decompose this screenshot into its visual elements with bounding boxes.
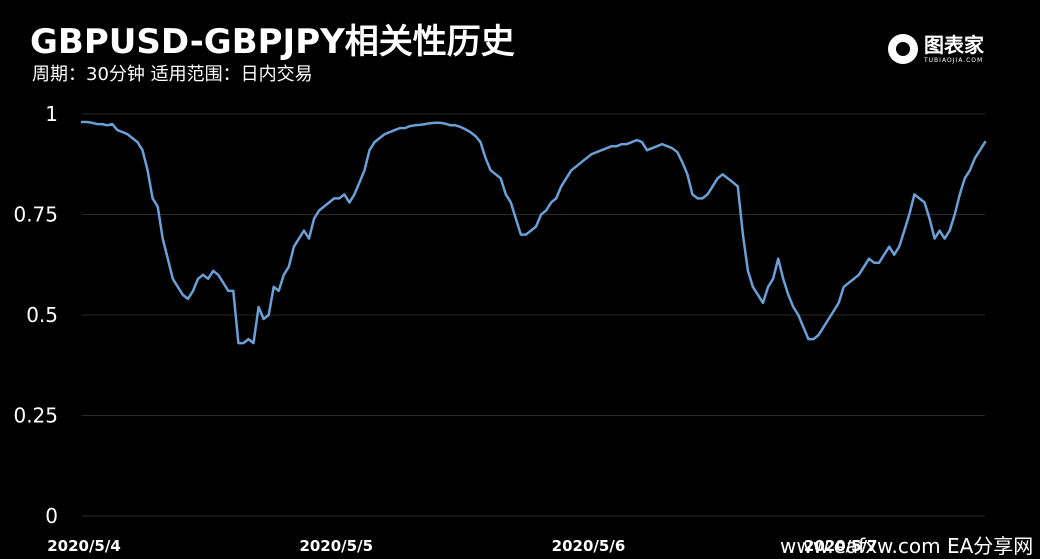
x-tick-label: 2020/5/7 xyxy=(804,537,878,555)
watermark: www.eafxw.com EA分享网 xyxy=(780,534,1034,558)
y-tick-label: 0.75 xyxy=(13,203,58,227)
x-tick-label: 2020/5/4 xyxy=(47,537,121,555)
logo-domain: TUBIAOJIA.COM xyxy=(924,56,984,64)
y-tick-label: 1 xyxy=(45,102,58,126)
robot-head-icon xyxy=(888,34,918,64)
x-tick-label: 2020/5/5 xyxy=(299,537,373,555)
page-subtitle: 周期：30分钟 适用范围：日内交易 xyxy=(32,64,313,85)
x-tick-label: 2020/5/6 xyxy=(552,537,626,555)
series-line xyxy=(80,120,987,345)
y-tick-label: 0.5 xyxy=(26,303,58,327)
logo-name: 图表家 xyxy=(924,32,984,57)
brand-logo: 图表家 TUBIAOJIA.COM xyxy=(888,34,984,64)
y-tick-label: 0.25 xyxy=(13,404,58,428)
y-tick-label: 0 xyxy=(45,504,58,528)
page-title: GBPUSD-GBPJPY相关性历史 xyxy=(30,22,515,62)
